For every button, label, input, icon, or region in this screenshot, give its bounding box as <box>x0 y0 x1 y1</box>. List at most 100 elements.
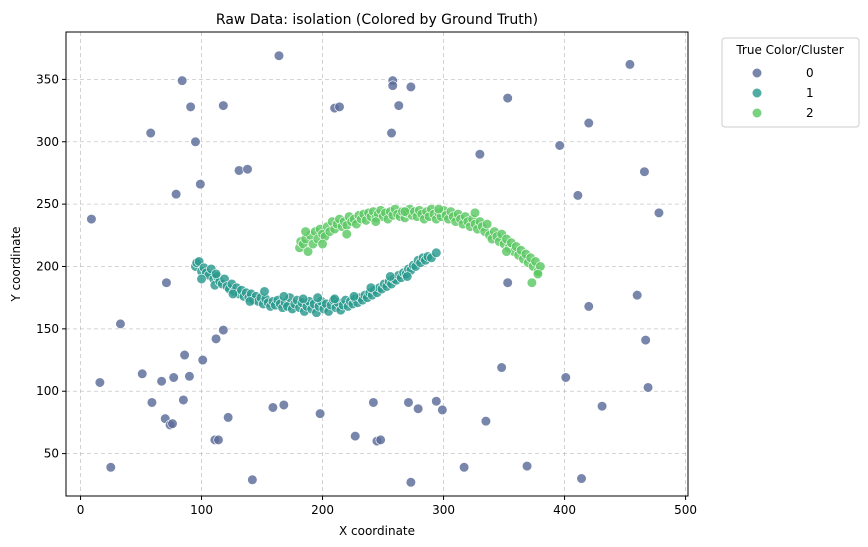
data-point-cluster-0 <box>350 431 361 442</box>
data-point-cluster-0 <box>178 394 189 406</box>
data-point-cluster-0 <box>267 402 279 413</box>
data-point-cluster-1 <box>278 291 289 302</box>
x-tick-label: 400 <box>553 503 576 517</box>
data-point-cluster-0 <box>480 416 492 427</box>
x-tick-label: 200 <box>311 503 334 517</box>
axis-ticks: 0 100 200 300 400 500 50 100 150 200 250 300 350 <box>36 72 697 517</box>
data-point-cluster-0 <box>161 277 172 288</box>
data-point-cluster-0 <box>386 127 397 139</box>
data-point-cluster-0 <box>167 418 178 429</box>
data-point-cluster-0 <box>496 362 507 373</box>
data-point-cluster-0 <box>572 190 583 201</box>
legend-title: True Color/Cluster <box>735 43 843 57</box>
data-point-cluster-0 <box>502 93 513 104</box>
data-point-cluster-0 <box>431 396 442 407</box>
x-tick-label: 100 <box>190 503 213 517</box>
legend: True Color/Cluster 0 1 2 <box>721 37 860 128</box>
data-point-cluster-0 <box>156 376 167 387</box>
data-point-cluster-0 <box>184 371 195 382</box>
data-point-cluster-2 <box>399 206 410 217</box>
data-point-cluster-0 <box>334 101 345 112</box>
y-tick-label: 100 <box>36 384 59 398</box>
data-point-cluster-0 <box>596 401 608 412</box>
data-point-cluster-1 <box>244 296 256 307</box>
data-point-cluster-0 <box>168 372 179 383</box>
data-point-cluster-0 <box>474 149 485 160</box>
data-point-cluster-0 <box>576 473 587 484</box>
data-point-cluster-0 <box>437 404 448 416</box>
data-point-cluster-0 <box>403 397 414 408</box>
data-point-cluster-0 <box>560 372 571 383</box>
data-point-cluster-0 <box>521 460 533 472</box>
data-point-cluster-0 <box>247 474 258 485</box>
data-point-cluster-1 <box>385 271 396 282</box>
data-point-cluster-1 <box>431 247 442 258</box>
data-point-cluster-0 <box>105 462 116 473</box>
legend-label-2: 2 <box>806 106 814 120</box>
data-point-cluster-0 <box>387 80 398 91</box>
data-point-cluster-2 <box>341 228 352 240</box>
data-point-cluster-0 <box>653 207 665 218</box>
data-point-cluster-0 <box>242 164 253 175</box>
chart-title: Raw Data: isolation (Colored by Ground T… <box>216 12 538 28</box>
data-point-cluster-0 <box>632 290 643 301</box>
data-point-cluster-1 <box>227 288 239 300</box>
y-tick-label: 50 <box>44 447 59 461</box>
y-tick-label: 150 <box>36 322 59 336</box>
data-point-cluster-1 <box>298 293 309 305</box>
data-point-cluster-1 <box>329 293 340 305</box>
data-point-cluster-0 <box>640 334 651 346</box>
data-point-cluster-0 <box>405 81 416 92</box>
data-point-cluster-0 <box>179 349 190 361</box>
data-point-cluster-2 <box>302 246 314 257</box>
data-point-cluster-0 <box>223 412 234 423</box>
data-point-cluster-0 <box>459 462 470 473</box>
grid-lines <box>66 32 688 496</box>
y-tick-label: 350 <box>36 72 59 86</box>
data-points <box>86 50 665 488</box>
data-point-cluster-1 <box>365 282 377 293</box>
legend-marker-1 <box>751 87 763 99</box>
data-point-cluster-0 <box>639 166 650 177</box>
data-point-cluster-2 <box>370 216 381 227</box>
data-point-cluster-0 <box>115 318 126 329</box>
data-point-cluster-0 <box>315 408 326 419</box>
data-point-cluster-0 <box>375 434 386 445</box>
data-point-cluster-0 <box>185 101 196 112</box>
data-point-cluster-0 <box>171 189 182 200</box>
data-point-cluster-1 <box>210 268 222 280</box>
y-axis-label: Y coordinate <box>9 226 23 302</box>
data-point-cluster-0 <box>197 354 208 366</box>
data-point-cluster-2 <box>532 268 544 280</box>
legend-entries: 0 1 2 <box>751 66 814 120</box>
data-point-cluster-0 <box>218 325 229 336</box>
data-point-cluster-0 <box>213 434 224 445</box>
data-point-cluster-1 <box>402 271 413 282</box>
data-point-cluster-0 <box>86 213 97 225</box>
data-point-cluster-0 <box>145 127 156 139</box>
x-axis-label: X coordinate <box>339 524 415 538</box>
legend-label-1: 1 <box>806 86 814 100</box>
x-tick-label: 500 <box>674 503 697 517</box>
data-point-cluster-0 <box>642 382 654 393</box>
data-point-cluster-0 <box>624 59 636 70</box>
legend-marker-2 <box>751 107 763 119</box>
data-point-cluster-0 <box>195 179 206 190</box>
data-point-cluster-2 <box>526 277 537 288</box>
data-point-cluster-0 <box>137 368 148 379</box>
data-point-cluster-0 <box>413 403 424 414</box>
data-point-cluster-1 <box>259 286 270 297</box>
data-point-cluster-0 <box>210 333 222 344</box>
y-tick-label: 250 <box>36 197 59 211</box>
data-point-cluster-2 <box>469 207 481 218</box>
data-point-cluster-0 <box>94 377 105 388</box>
data-point-cluster-2 <box>501 246 512 257</box>
data-point-cluster-1 <box>348 291 360 302</box>
data-point-cluster-0 <box>368 397 379 408</box>
plot-frame <box>65 31 689 497</box>
data-point-cluster-1 <box>312 292 323 303</box>
data-point-cluster-0 <box>273 50 285 61</box>
y-tick-label: 300 <box>36 135 59 149</box>
data-point-cluster-0 <box>278 399 289 411</box>
